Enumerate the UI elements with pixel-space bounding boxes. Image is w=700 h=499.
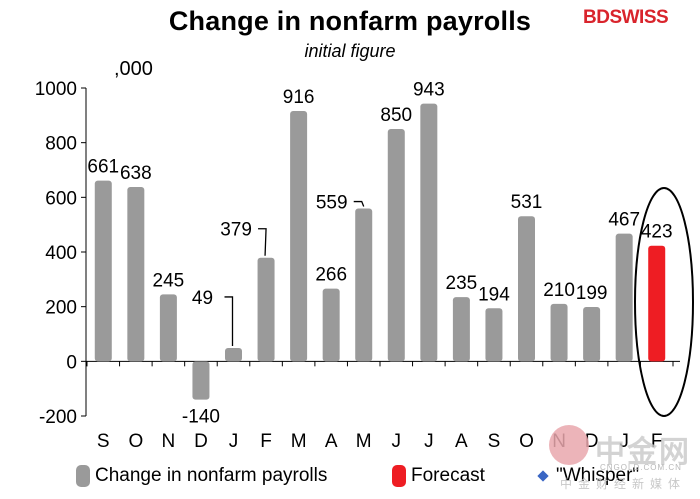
data-label: 266 xyxy=(315,265,347,286)
y-tick-label: 0 xyxy=(66,352,77,373)
legend-swatch-payrolls xyxy=(76,465,90,487)
payrolls-bar xyxy=(127,186,145,362)
legend-label-whisper: "Whisper" xyxy=(556,465,640,486)
label-leader-line xyxy=(224,296,234,346)
payrolls-bar xyxy=(518,216,535,362)
x-tick-label: D xyxy=(194,431,208,452)
data-label: 943 xyxy=(413,80,445,101)
x-tick-label: N xyxy=(552,431,566,452)
label-leader-line xyxy=(353,200,365,207)
label-leader-line xyxy=(258,228,267,256)
data-label: 850 xyxy=(380,105,412,126)
payrolls-bar xyxy=(485,308,503,362)
forecast-highlight-ellipse xyxy=(634,187,694,417)
chart-title: Change in nonfarm payrolls xyxy=(168,6,532,36)
x-tick-label: A xyxy=(325,431,338,452)
x-tick-label: F xyxy=(651,431,663,452)
data-label: 638 xyxy=(120,163,152,184)
payrolls-bar xyxy=(322,288,340,362)
x-tick-label: S xyxy=(488,431,501,452)
legend-item-payrolls: Change in nonfarm payrolls xyxy=(76,465,327,487)
data-label: 531 xyxy=(511,192,543,213)
payrolls-bar xyxy=(225,347,242,362)
payrolls-bar xyxy=(159,294,177,362)
legend: Change in nonfarm payrolls xyxy=(76,462,327,490)
data-label: 194 xyxy=(478,284,510,305)
legend-forecast: Forecast xyxy=(392,462,485,490)
payrolls-bar xyxy=(550,303,568,362)
x-tick-label: J xyxy=(424,431,434,452)
chart-subtitle: initial figure xyxy=(304,41,396,61)
x-tick-label: J xyxy=(619,431,629,452)
x-tick-label: S xyxy=(97,431,110,452)
x-tick-label: N xyxy=(162,431,176,452)
data-label: 916 xyxy=(283,87,315,108)
data-label: 661 xyxy=(87,157,119,178)
payrolls-bar xyxy=(420,103,438,362)
chart-axes xyxy=(81,87,680,417)
payrolls-bar xyxy=(583,306,601,362)
x-tick-label: O xyxy=(128,431,143,452)
data-label: 379 xyxy=(220,220,252,241)
bdswiss-logo: BDSWISS xyxy=(583,7,669,29)
payrolls-bar xyxy=(615,233,633,362)
data-label: 49 xyxy=(192,288,213,309)
payrolls-bar xyxy=(290,110,308,362)
label-leaders xyxy=(224,200,365,346)
logo-swiss: SWISS xyxy=(609,7,669,28)
x-tick-label: O xyxy=(519,431,534,452)
payrolls-bar xyxy=(387,129,405,362)
y-tick-label: 600 xyxy=(45,188,77,209)
y-tick-label: 1000 xyxy=(35,79,77,100)
x-tick-label: M xyxy=(356,431,372,452)
x-tick-label: M xyxy=(291,431,307,452)
x-tick-label: J xyxy=(229,431,239,452)
x-tick-label: A xyxy=(455,431,468,452)
legend-marker-whisper xyxy=(537,470,549,482)
y-tick-label: -200 xyxy=(39,407,77,428)
payrolls-bar xyxy=(192,361,210,400)
data-label: 423 xyxy=(641,222,673,243)
payrolls-bar xyxy=(94,180,112,362)
data-label: 235 xyxy=(446,273,478,294)
chart-bars xyxy=(94,103,666,400)
legend-swatch-forecast xyxy=(392,465,406,487)
x-tick-label: J xyxy=(392,431,402,452)
logo-bd: BD xyxy=(583,7,610,28)
y-tick-label: 800 xyxy=(45,134,77,155)
data-label: -140 xyxy=(182,407,220,428)
payrolls-bar xyxy=(257,257,275,362)
payrolls-bar xyxy=(452,297,470,362)
x-tick-label: F xyxy=(260,431,272,452)
legend-label-forecast: Forecast xyxy=(411,465,485,486)
x-tick-label: D xyxy=(585,431,599,452)
data-label: 467 xyxy=(608,210,640,231)
data-label: 210 xyxy=(543,280,575,301)
data-label: 199 xyxy=(576,283,608,304)
legend-whisper: "Whisper" xyxy=(536,462,639,490)
y-tick-labels: -200 0 200 400 600 800 1000 xyxy=(35,79,77,428)
payrolls-bar xyxy=(355,208,373,362)
forecast-bar xyxy=(648,245,666,362)
data-label: 245 xyxy=(153,270,185,291)
y-tick-label: 400 xyxy=(45,243,77,264)
data-label: 559 xyxy=(316,193,348,214)
units-label: ,000 xyxy=(114,58,153,80)
y-tick-label: 200 xyxy=(45,298,77,319)
legend-label-payrolls: Change in nonfarm payrolls xyxy=(95,465,328,486)
